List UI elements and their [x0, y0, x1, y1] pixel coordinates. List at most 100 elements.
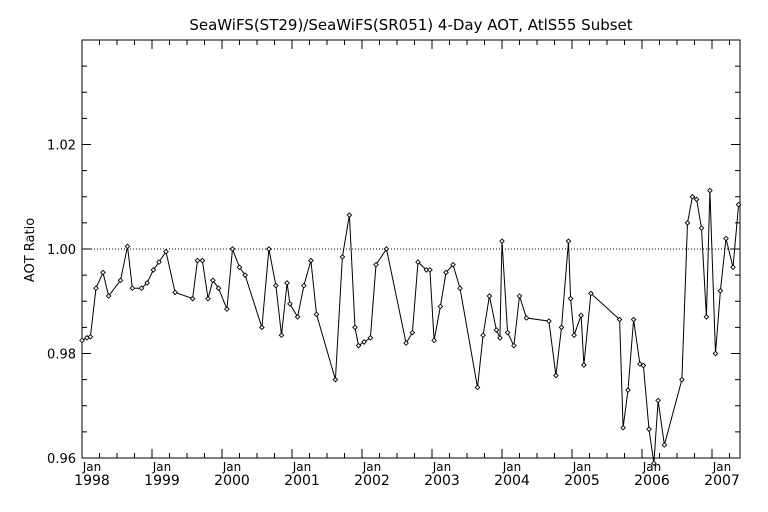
data-point-marker	[474, 384, 481, 391]
data-point-marker	[499, 238, 505, 244]
y-tick-label: 0.98	[47, 348, 76, 363]
data-point-marker	[93, 285, 99, 292]
data-point-marker	[301, 282, 307, 289]
data-point-marker	[284, 280, 290, 286]
x-tick-year-label: 2007	[704, 473, 740, 489]
data-point-marker	[431, 337, 437, 344]
data-point-marker	[210, 277, 216, 284]
data-point-marker	[409, 329, 416, 336]
series-line	[81, 190, 740, 464]
data-point-marker	[486, 293, 493, 299]
x-tick-month-label: Jan	[82, 460, 102, 474]
x-tick-year-label: 2003	[424, 473, 460, 489]
data-point-marker	[620, 424, 626, 431]
data-point-marker	[199, 257, 206, 264]
data-point-marker	[129, 285, 136, 292]
data-point-marker	[124, 243, 131, 250]
x-tick-year-label: 2002	[354, 473, 390, 489]
data-point-marker	[523, 315, 530, 321]
axis-ticks	[81, 39, 740, 459]
data-point-marker	[578, 312, 584, 319]
x-tick-month-label: Jan	[712, 460, 732, 474]
data-point-marker	[553, 372, 559, 379]
data-point-marker	[588, 290, 594, 297]
data-point-marker	[361, 339, 367, 345]
data-point-marker	[581, 362, 587, 368]
data-point-marker	[693, 196, 700, 203]
data-point-marker	[308, 257, 314, 264]
data-point-marker	[138, 285, 145, 292]
data-point-marker	[567, 295, 574, 302]
x-tick-year-label: 2005	[564, 473, 600, 489]
data-point-marker	[684, 220, 691, 226]
data-point-marker	[224, 306, 230, 312]
data-point-marker	[273, 282, 279, 289]
data-point-marker	[236, 264, 243, 271]
y-tick-label: 1.00	[47, 243, 76, 258]
data-point-marker	[655, 397, 661, 404]
data-point-marker	[215, 285, 222, 292]
data-point-marker	[703, 314, 710, 320]
data-point-marker	[355, 342, 362, 349]
data-point-marker	[294, 314, 301, 320]
y-tick-labels: 0.96 0.98 1.00 1.02	[47, 139, 76, 468]
data-point-marker	[625, 387, 631, 393]
data-point-marker	[480, 332, 486, 339]
data-point-marker	[493, 327, 500, 333]
data-point-marker	[373, 261, 379, 268]
data-point-marker	[339, 254, 346, 260]
data-point-marker	[332, 376, 339, 383]
data-point-marker	[150, 267, 157, 273]
data-point-marker	[497, 334, 503, 341]
data-point-marker	[189, 295, 196, 302]
data-point-marker	[194, 257, 201, 264]
data-point-marker	[504, 329, 511, 336]
data-point-marker	[205, 295, 211, 302]
data-point-marker	[565, 238, 572, 244]
x-tick-month-label: Jan	[362, 460, 382, 474]
data-point-marker	[679, 376, 685, 383]
data-point-marker	[646, 426, 652, 433]
x-tick-month-label: Jan	[572, 460, 592, 474]
data-point-marker	[558, 324, 565, 331]
data-point-marker	[546, 318, 552, 324]
data-point-marker	[511, 342, 517, 349]
plot-frame	[81, 39, 741, 459]
data-point-marker	[689, 193, 696, 200]
data-point-marker	[723, 235, 729, 242]
data-point-marker	[259, 324, 265, 331]
x-tick-month-label: Jan	[222, 460, 242, 474]
data-point-marker	[287, 301, 293, 307]
data-point-marker	[117, 277, 124, 284]
x-tick-year-label: 1999	[144, 473, 180, 489]
data-point-marker	[172, 289, 178, 296]
data-point-marker	[427, 267, 433, 273]
data-point-marker	[616, 316, 623, 323]
data-point-marker	[403, 340, 409, 346]
data-point-marker	[707, 187, 713, 194]
data-point-marker	[571, 332, 577, 339]
x-tick-labels: Jan1998Jan1999Jan2000Jan2001Jan2002Jan20…	[74, 460, 740, 489]
data-point-marker	[630, 316, 637, 323]
x-tick-month-label: Jan	[502, 460, 522, 474]
x-tick-month-label: Jan	[152, 460, 172, 474]
data-point-marker	[383, 246, 390, 252]
data-point-marker	[717, 287, 724, 294]
data-point-marker	[352, 324, 358, 331]
data-point-marker	[156, 259, 162, 265]
data-point-marker	[266, 246, 272, 252]
x-tick-month-label: Jan	[292, 460, 312, 474]
data-point-marker	[105, 293, 112, 299]
data-point-marker	[79, 337, 85, 344]
chart-title: SeaWiFS(ST29)/SeaWiFS(SR051) 4-Day AOT, …	[189, 16, 632, 34]
x-tick-year-label: 2001	[284, 473, 320, 489]
data-point-marker	[163, 248, 169, 255]
y-tick-label: 1.02	[47, 139, 76, 154]
data-point-marker	[415, 259, 421, 265]
data-point-marker	[661, 442, 668, 448]
x-tick-year-label: 2000	[214, 473, 250, 489]
data-point-marker	[346, 212, 353, 218]
data-markers	[79, 187, 742, 467]
data-point-marker	[712, 350, 719, 357]
data-point-marker	[443, 269, 449, 276]
